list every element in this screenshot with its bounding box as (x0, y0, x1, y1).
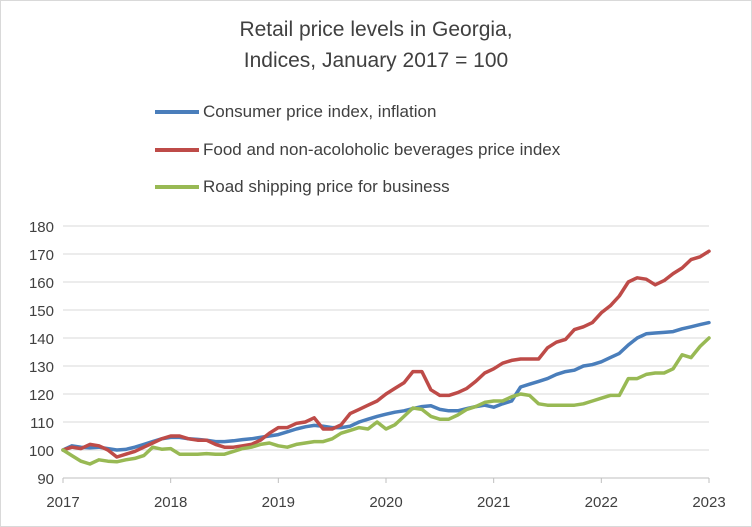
x-tick-label: 2018 (154, 494, 187, 511)
x-tick-label: 2019 (262, 494, 295, 511)
y-tick-label: 150 (29, 303, 54, 320)
legend-swatch-cpi (155, 110, 199, 114)
y-tick-label: 160 (29, 275, 54, 292)
legend-item-cpi: Consumer price index, inflation (155, 100, 436, 124)
legend-item-food: Food and non-acoloholic beverages price … (155, 138, 560, 162)
series-line-1 (61, 249, 711, 459)
y-tick-label: 120 (29, 387, 54, 404)
y-tick-label: 130 (29, 359, 54, 376)
series-line-2 (61, 336, 711, 466)
series-line-0 (61, 320, 711, 452)
legend-label-food: Food and non-acoloholic beverages price … (203, 140, 561, 159)
y-tick-label: 110 (30, 415, 54, 432)
x-tick-label: 2020 (369, 494, 402, 511)
series-lines (61, 249, 711, 466)
chart-subtitle: Indices, January 2017 = 100 (243, 49, 509, 72)
legend-item-road: Road shipping price for business (155, 175, 450, 199)
y-tick-label: 180 (29, 219, 54, 236)
x-tick-label: 2023 (692, 494, 725, 511)
y-tick-label: 140 (29, 331, 54, 348)
x-tick-label: 2021 (477, 494, 510, 511)
y-tick-label: 90 (37, 471, 54, 488)
legend-swatch-food (155, 148, 199, 152)
legend-label-road: Road shipping price for business (203, 177, 450, 196)
y-axis-ticks: 90 100 110 120 130 140 150 160 170 180 (29, 219, 54, 488)
x-tick-label: 2017 (46, 494, 79, 511)
legend-swatch-road (155, 185, 199, 189)
legend-label-cpi: Consumer price index, inflation (203, 102, 437, 121)
x-axis: 2017 2018 2019 2020 2021 2022 2023 (46, 477, 726, 511)
y-tick-label: 100 (29, 443, 54, 460)
x-tick-label: 2022 (585, 494, 618, 511)
y-tick-label: 170 (29, 247, 54, 264)
chart-title: Retail price levels in Georgia, (239, 18, 513, 41)
